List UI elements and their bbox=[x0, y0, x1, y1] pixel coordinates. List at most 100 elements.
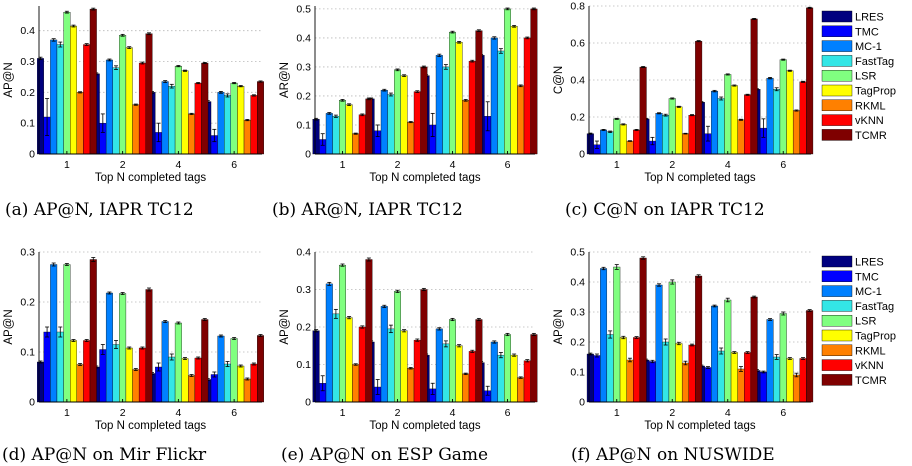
legend-label-lres: LRES bbox=[855, 257, 884, 269]
legend-swatch-tcmr bbox=[821, 129, 853, 141]
bar-vknn-n4 bbox=[468, 60, 476, 155]
bar-mc-1-n2 bbox=[380, 89, 388, 155]
legend-label-tmc: TMC bbox=[855, 26, 879, 38]
legend-swatch-tmc bbox=[821, 25, 853, 37]
bar-fasttag-n1 bbox=[606, 131, 614, 155]
legend-label-fasttag: FastTag bbox=[855, 56, 894, 68]
y-tick-label: 0.1 bbox=[296, 359, 311, 371]
bar-rkml-n6 bbox=[243, 378, 251, 403]
x-tick-label: 1 bbox=[64, 159, 70, 171]
bar-lsr-n6 bbox=[779, 313, 787, 403]
bar-fasttag-n1 bbox=[56, 331, 64, 403]
bar-lsr-n1 bbox=[339, 264, 346, 403]
bar-lsr-n1 bbox=[63, 11, 71, 155]
bar-rkml-n6 bbox=[517, 85, 525, 155]
bar-lsr-n6 bbox=[504, 8, 511, 155]
bar-vknn-n4 bbox=[744, 352, 752, 403]
legend-swatch-rkml bbox=[821, 99, 853, 112]
bar-lsr-n1 bbox=[339, 100, 346, 155]
bar-fasttag-n6 bbox=[224, 363, 232, 403]
chart-panel-b: 0 0.1 0.2 0.3 0.4 0.5 1 2 4 6 Top N completed tags… bbox=[279, 3, 538, 184]
x-tick-label: 6 bbox=[505, 159, 511, 171]
bar-mc-1-n1 bbox=[325, 113, 333, 155]
y-tick-label: 0.2 bbox=[570, 112, 585, 124]
bar-fasttag-n1 bbox=[332, 116, 340, 155]
legend-label-lres: LRES bbox=[855, 12, 884, 24]
legend-label-vknn: vKNN bbox=[855, 115, 884, 127]
y-tick-label: 0.3 bbox=[296, 61, 311, 73]
x-tick-label: 2 bbox=[120, 159, 126, 171]
bar-rkml-n6 bbox=[792, 110, 800, 155]
y-tick-label: 0.1 bbox=[20, 347, 35, 359]
legend-swatch-rkml bbox=[821, 344, 853, 356]
bar-tagprop-n1 bbox=[70, 25, 77, 155]
bar-rkml-n2 bbox=[407, 368, 415, 403]
bar-tagprop-n1 bbox=[345, 317, 353, 403]
bar-vknn-n1 bbox=[358, 326, 366, 403]
bar-tcmr-n1 bbox=[89, 259, 97, 403]
bar-tcmr-n4 bbox=[750, 18, 758, 155]
bar-lsr-n4 bbox=[174, 322, 182, 403]
bar-tagprop-n4 bbox=[181, 70, 189, 155]
legend-swatch-tcmr bbox=[821, 374, 853, 386]
bar-fasttag-n2 bbox=[662, 341, 670, 403]
bar-tagprop-n6 bbox=[786, 358, 794, 403]
bar-rkml-n1 bbox=[76, 364, 84, 403]
x-tick-label: 1 bbox=[614, 407, 620, 419]
legend-swatch-lsr bbox=[821, 69, 853, 82]
bar-tcmr-n1 bbox=[639, 66, 647, 155]
bar-fasttag-n1 bbox=[606, 334, 614, 403]
bar-vknn-n6 bbox=[250, 95, 258, 155]
legend-swatch-lsr bbox=[821, 315, 853, 327]
y-tick-label: 0.4 bbox=[570, 277, 585, 289]
bar-tagprop-n6 bbox=[510, 26, 518, 155]
legend-label-tmc: TMC bbox=[855, 271, 879, 283]
bar-tagprop-n2 bbox=[125, 347, 133, 403]
bar-lsr-n2 bbox=[394, 69, 401, 155]
y-tick-label: 0.1 bbox=[20, 118, 35, 130]
bar-fasttag-n2 bbox=[387, 94, 395, 155]
x-tick-label: 1 bbox=[64, 407, 70, 419]
bar-rkml-n2 bbox=[681, 133, 689, 155]
bar-fasttag-n1 bbox=[332, 313, 340, 403]
bar-tagprop-n1 bbox=[619, 124, 627, 155]
bar-vknn-n1 bbox=[633, 129, 641, 155]
x-tick-label: 2 bbox=[395, 407, 401, 419]
legend-swatch-lres bbox=[821, 255, 853, 268]
legend-swatch-tagprop bbox=[821, 329, 853, 342]
bar-tcmr-n6 bbox=[530, 8, 538, 155]
legend-swatch-vknn bbox=[821, 359, 853, 371]
bar-tagprop-n6 bbox=[510, 354, 518, 403]
bar-tcmr-n2 bbox=[145, 289, 153, 403]
bar-fasttag-n4 bbox=[442, 343, 450, 403]
bar-fasttag-n4 bbox=[442, 66, 450, 155]
bar-tcmr-n4 bbox=[750, 296, 758, 403]
bar-rkml-n1 bbox=[626, 359, 634, 403]
bar-fasttag-n6 bbox=[497, 50, 505, 155]
y-tick-label: 0 bbox=[579, 149, 585, 161]
bar-tcmr-n4 bbox=[201, 319, 209, 403]
bar-lsr-n2 bbox=[394, 291, 401, 403]
bar-tagprop-n6 bbox=[786, 70, 794, 155]
legend-label-tcmr: TCMR bbox=[855, 375, 887, 387]
bar-lsr-n6 bbox=[504, 334, 511, 403]
bar-vknn-n1 bbox=[83, 340, 91, 403]
x-tick-label: 1 bbox=[614, 159, 620, 171]
bar-tcmr-n6 bbox=[257, 81, 265, 155]
bar-rkml-n1 bbox=[626, 140, 634, 155]
bar-fasttag-n6 bbox=[224, 95, 232, 155]
bar-mc-1-n6 bbox=[490, 341, 498, 403]
y-tick-label: 0.2 bbox=[570, 337, 585, 349]
bar-tcmr-n6 bbox=[530, 334, 538, 403]
y-tick-label: 0.4 bbox=[20, 25, 35, 37]
caption-panel-d: (d) AP@N on Mir Flickr bbox=[2, 445, 207, 465]
bar-tcmr-n2 bbox=[695, 275, 703, 403]
bar-fasttag-n1 bbox=[56, 44, 64, 155]
bar-mc-1-n6 bbox=[217, 92, 225, 155]
legend-top: LRES TMC MC-1 FastTag LSR TagProp RKML vKNN TCMR bbox=[819, 5, 896, 146]
bar-tmc-n4 bbox=[704, 367, 712, 403]
x-axis-label: Top N completed tags bbox=[95, 172, 206, 184]
caption-panel-f: (f) AP@N on NUSWIDE bbox=[571, 445, 775, 465]
bar-tagprop-n6 bbox=[237, 85, 245, 155]
x-axis-label: Top N completed tags bbox=[95, 420, 206, 432]
